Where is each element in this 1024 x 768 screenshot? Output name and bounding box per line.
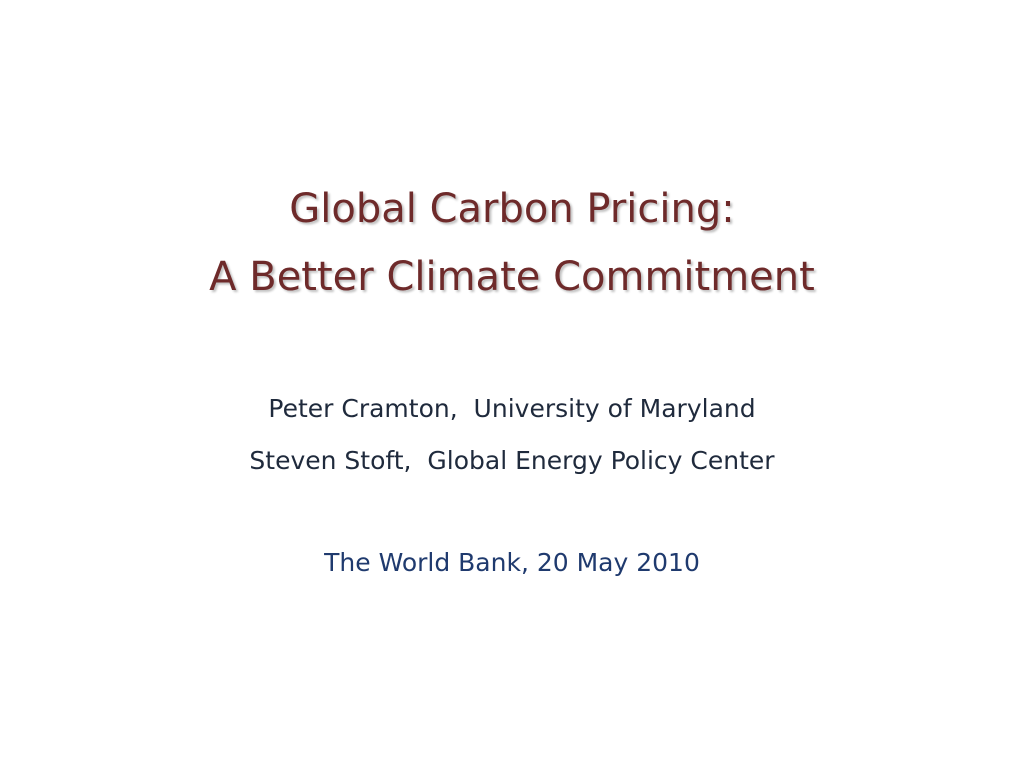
title-line: Global Carbon Pricing: xyxy=(289,186,735,232)
title-line: A Better Climate Commitment xyxy=(209,254,815,300)
author-line: Peter Cramton, University of Maryland xyxy=(268,394,756,423)
event-line: The World Bank, 20 May 2010 xyxy=(324,548,700,577)
author-line: Steven Stoft, Global Energy Policy Cente… xyxy=(249,446,775,475)
